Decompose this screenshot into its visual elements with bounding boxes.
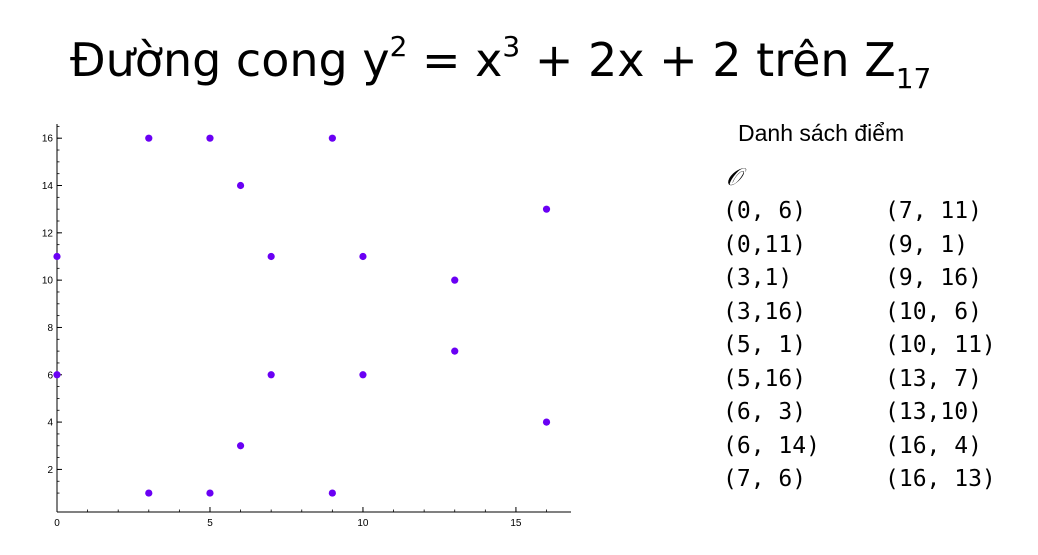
point-list-item: (0,11) xyxy=(723,231,807,258)
data-point xyxy=(236,181,245,190)
y-tick-label: 12 xyxy=(42,228,54,239)
title-prefix: Đường cong y xyxy=(70,33,390,87)
title-suffix: + 2x + 2 trên Z xyxy=(520,33,896,87)
point-list-heading: Danh sách điểm xyxy=(738,120,905,146)
point-list-item: (5, 1) xyxy=(723,332,807,358)
point-list-item: (6, 14) xyxy=(723,432,820,459)
data-point xyxy=(145,134,153,142)
point-list-item: (3,1) xyxy=(723,265,793,291)
data-point xyxy=(451,347,459,355)
plot-axes xyxy=(56,124,571,513)
data-point xyxy=(359,371,367,379)
title-middle: = x xyxy=(407,33,503,87)
plot-ticks: 0 5 10 15 2 4 6 8 10 12 14 16 xyxy=(42,125,547,529)
data-point xyxy=(451,276,459,284)
point-list-left: (0, 6) (0,11) (3,1) (3,16) (5, 1) (5,16) (6, 3… xyxy=(723,195,820,497)
x-tick-label: 10 xyxy=(357,518,369,529)
y-tick-label: 4 xyxy=(47,418,53,429)
data-point xyxy=(542,205,551,213)
y-tick-label: 16 xyxy=(42,134,54,145)
y-tick-label: 6 xyxy=(47,370,53,381)
data-point xyxy=(328,134,336,142)
data-point xyxy=(267,371,275,379)
data-point xyxy=(53,371,61,379)
scatter-plot: 0 5 10 15 2 4 6 8 10 12 14 16 xyxy=(42,124,571,529)
x-tick-label: 0 xyxy=(54,518,60,529)
y-tick-label: 10 xyxy=(42,276,54,287)
y-tick-label: 8 xyxy=(47,323,53,334)
point-list-item: (10, 11) xyxy=(885,332,996,358)
point-list-item: (7, 11) xyxy=(885,198,982,224)
data-point xyxy=(359,252,367,261)
point-list-item: (9, 16) xyxy=(885,265,982,291)
data-point xyxy=(542,418,551,426)
data-point xyxy=(206,489,214,497)
plot-points xyxy=(53,134,551,497)
point-at-infinity: 𝒪 xyxy=(726,163,742,191)
point-list-right: (7, 11) (9, 1) (9, 16) (10, 6) (10, 11) (13, … xyxy=(885,195,996,497)
data-point xyxy=(328,489,336,497)
point-list-item: (6, 3) xyxy=(723,399,807,425)
data-point xyxy=(145,489,153,497)
point-list-item: (16, 13) xyxy=(885,466,996,492)
point-list-item: (7, 6) xyxy=(723,466,807,492)
y-tick-label: 14 xyxy=(42,181,54,192)
data-point xyxy=(53,252,61,261)
point-list-item: (5,16) xyxy=(723,365,807,392)
point-list-item: (0, 6) xyxy=(723,198,807,224)
point-list-item: (9, 1) xyxy=(885,231,969,258)
title-subscript: 17 xyxy=(895,62,932,95)
point-list-item: (16, 4) xyxy=(885,432,982,459)
point-list-item: (13,10) xyxy=(885,399,982,425)
data-point xyxy=(267,252,275,261)
point-list-item: (13, 7) xyxy=(885,365,982,392)
data-point xyxy=(206,134,214,142)
x-tick-label: 5 xyxy=(207,518,213,529)
data-point xyxy=(236,442,245,450)
page-title: Đường cong y2 = x3 + 2x + 2 trên Z17 xyxy=(70,30,931,93)
y-tick-label: 2 xyxy=(47,465,53,476)
point-list-item: (3,16) xyxy=(723,298,807,325)
x-tick-label: 15 xyxy=(510,518,522,529)
title-exponent-x: 3 xyxy=(502,30,521,63)
point-list-item: (10, 6) xyxy=(885,298,982,325)
title-exponent-y: 2 xyxy=(389,30,408,63)
